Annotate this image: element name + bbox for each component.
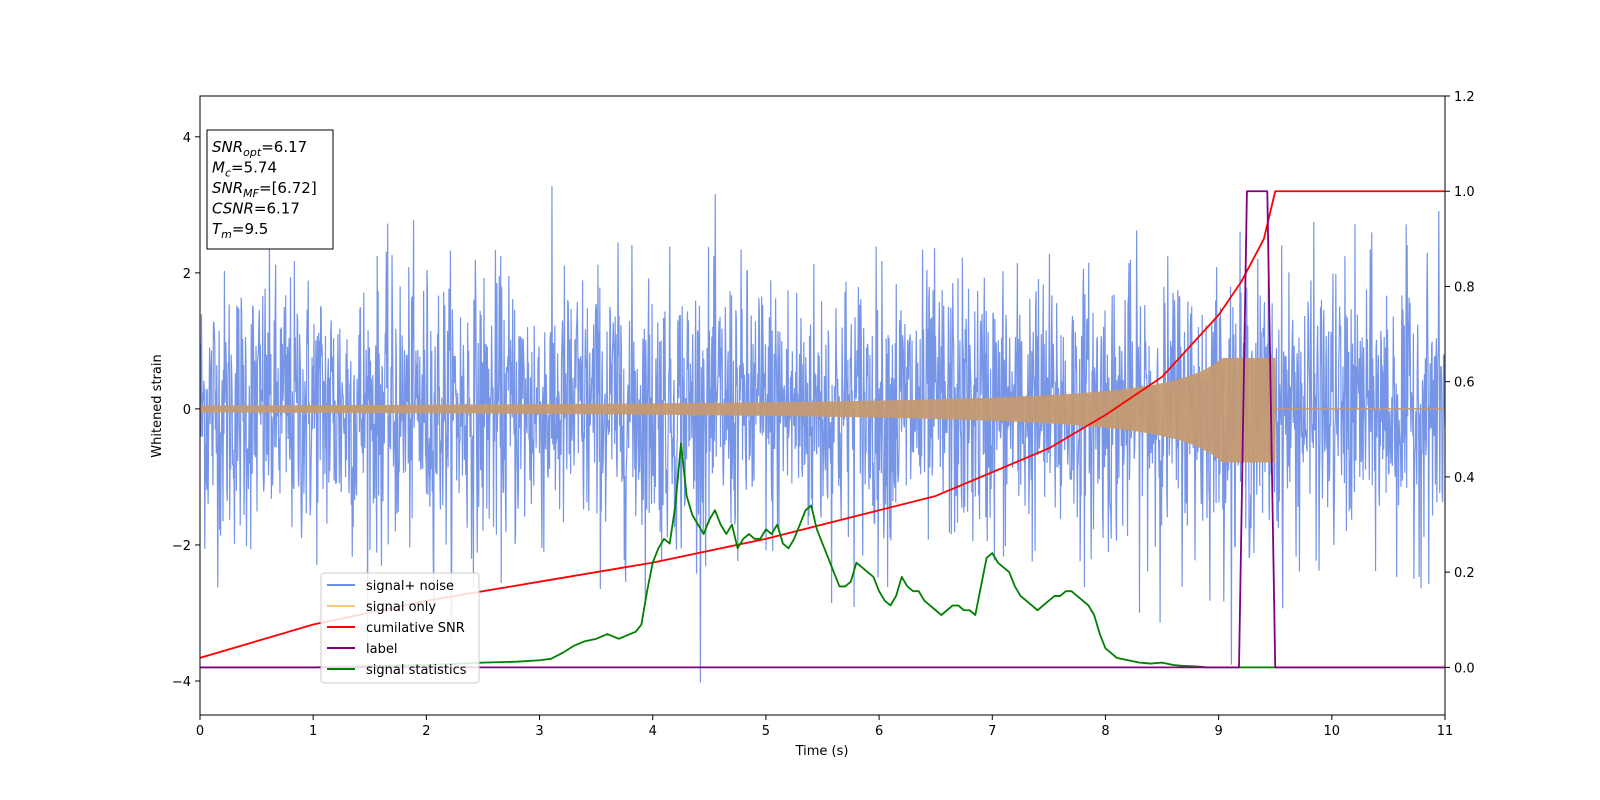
x-tick-label: 7 <box>988 724 996 739</box>
y-left-tick-label: −4 <box>172 675 191 690</box>
legend-label: signal only <box>366 600 436 615</box>
y-left-tick-label: 0 <box>183 403 191 418</box>
y-right-tick-label: 0.2 <box>1454 566 1475 581</box>
x-tick-label: 9 <box>1214 724 1222 739</box>
x-axis-label: Time (s) <box>795 744 849 759</box>
y-right-tick-label: 0.6 <box>1454 376 1475 391</box>
x-tick-label: 8 <box>1101 724 1109 739</box>
legend-label: signal+ noise <box>366 579 454 594</box>
series-signal-only-envelope <box>200 357 1276 463</box>
info-line: Mc=5.74 <box>212 159 277 180</box>
legend-label: label <box>366 642 397 657</box>
legend-label: cumilative SNR <box>366 621 465 636</box>
y-left-tick-label: −2 <box>172 539 191 554</box>
x-tick-label: 1 <box>309 724 317 739</box>
y-left-tick-label: 2 <box>183 267 191 282</box>
series-signal-statistics-line <box>200 442 1445 669</box>
plot-area <box>200 186 1445 683</box>
x-tick-label: 4 <box>649 724 657 739</box>
axes: 0 1 2 3 4 5 6 7 8 9 10 11 −4 −2 0 2 4 0.0 0.2 0.4 0.6 0.8 1.0 1… <box>172 90 1475 739</box>
info-line: Tm=9.5 <box>212 220 268 241</box>
x-tick-label: 2 <box>422 724 430 739</box>
y-left-tick-label: 4 <box>183 131 191 146</box>
y-right-tick-label: 0.0 <box>1454 661 1475 676</box>
legend-label: signal statistics <box>366 663 467 678</box>
info-line: CSNR=6.17 <box>212 200 300 218</box>
y-right-tick-label: 0.4 <box>1454 471 1475 486</box>
x-tick-label: 5 <box>762 724 770 739</box>
x-tick-label: 6 <box>875 724 883 739</box>
plot-frame <box>199 95 1446 716</box>
info-box-frame <box>206 129 334 250</box>
legend-frame <box>320 572 480 684</box>
y-right-tick-label: 1.2 <box>1454 90 1475 105</box>
series-label-line <box>200 190 1445 669</box>
x-tick-label: 11 <box>1437 724 1454 739</box>
info-line: SNRopt=6.17 <box>212 138 307 159</box>
legend: signal+ noise signal only cumilative SNR la… <box>320 572 480 684</box>
x-tick-label: 3 <box>535 724 543 739</box>
y-right-tick-label: 0.8 <box>1454 280 1475 295</box>
y-axis-label: Whitened strain <box>150 354 165 457</box>
info-line: SNRMF=[6.72] <box>212 179 317 200</box>
x-tick-label: 10 <box>1324 724 1341 739</box>
x-tick-label: 0 <box>196 724 204 739</box>
y-right-tick-label: 1.0 <box>1454 185 1475 200</box>
